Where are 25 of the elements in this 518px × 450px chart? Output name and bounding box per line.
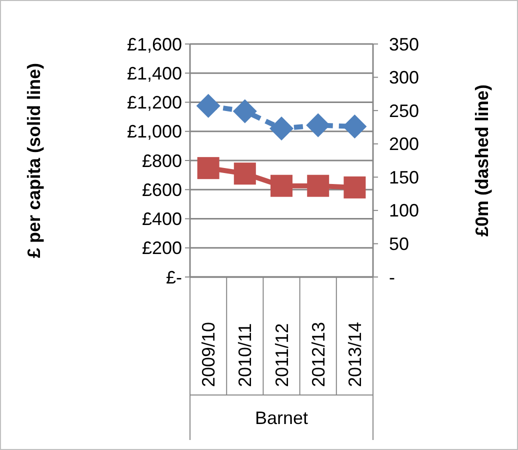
- y2-tick-label: -: [389, 267, 395, 288]
- y-tick-label: £400: [142, 209, 182, 230]
- y2-tick-label: 200: [389, 134, 420, 154]
- y-tick-label: £1,200: [126, 92, 182, 113]
- y2-tick-label: 300: [389, 68, 420, 88]
- x-axis-title: Barnet: [254, 408, 308, 428]
- x-tick-label: 2011/12: [272, 323, 292, 387]
- y-tick-label: £1,400: [126, 63, 182, 84]
- y-tick-label: £200: [142, 238, 182, 258]
- y-tick-label: £-: [166, 267, 182, 288]
- x-tick-label: 2009/10: [198, 322, 219, 387]
- y2-axis-title: £0m (dashed line): [472, 84, 492, 237]
- y-axis-title: £ per capita (solid line): [24, 62, 44, 258]
- y2-tick-label: 50: [389, 234, 410, 254]
- y2-tick-label: 150: [389, 167, 420, 188]
- y2-tick-label: 100: [389, 200, 420, 221]
- y-tick-label: £800: [142, 150, 182, 171]
- x-tick-label: 2013/14: [345, 322, 365, 387]
- y-tick-label: £1,000: [126, 122, 182, 142]
- y2-tick-label: 350: [389, 34, 420, 54]
- y-tick-label: £600: [142, 180, 182, 200]
- y2-tick-label: 250: [389, 100, 420, 121]
- x-tick-label: 2012/13: [308, 322, 328, 387]
- y-tick-label: £1,600: [126, 34, 182, 54]
- x-tick-label: 2010/11: [235, 323, 256, 387]
